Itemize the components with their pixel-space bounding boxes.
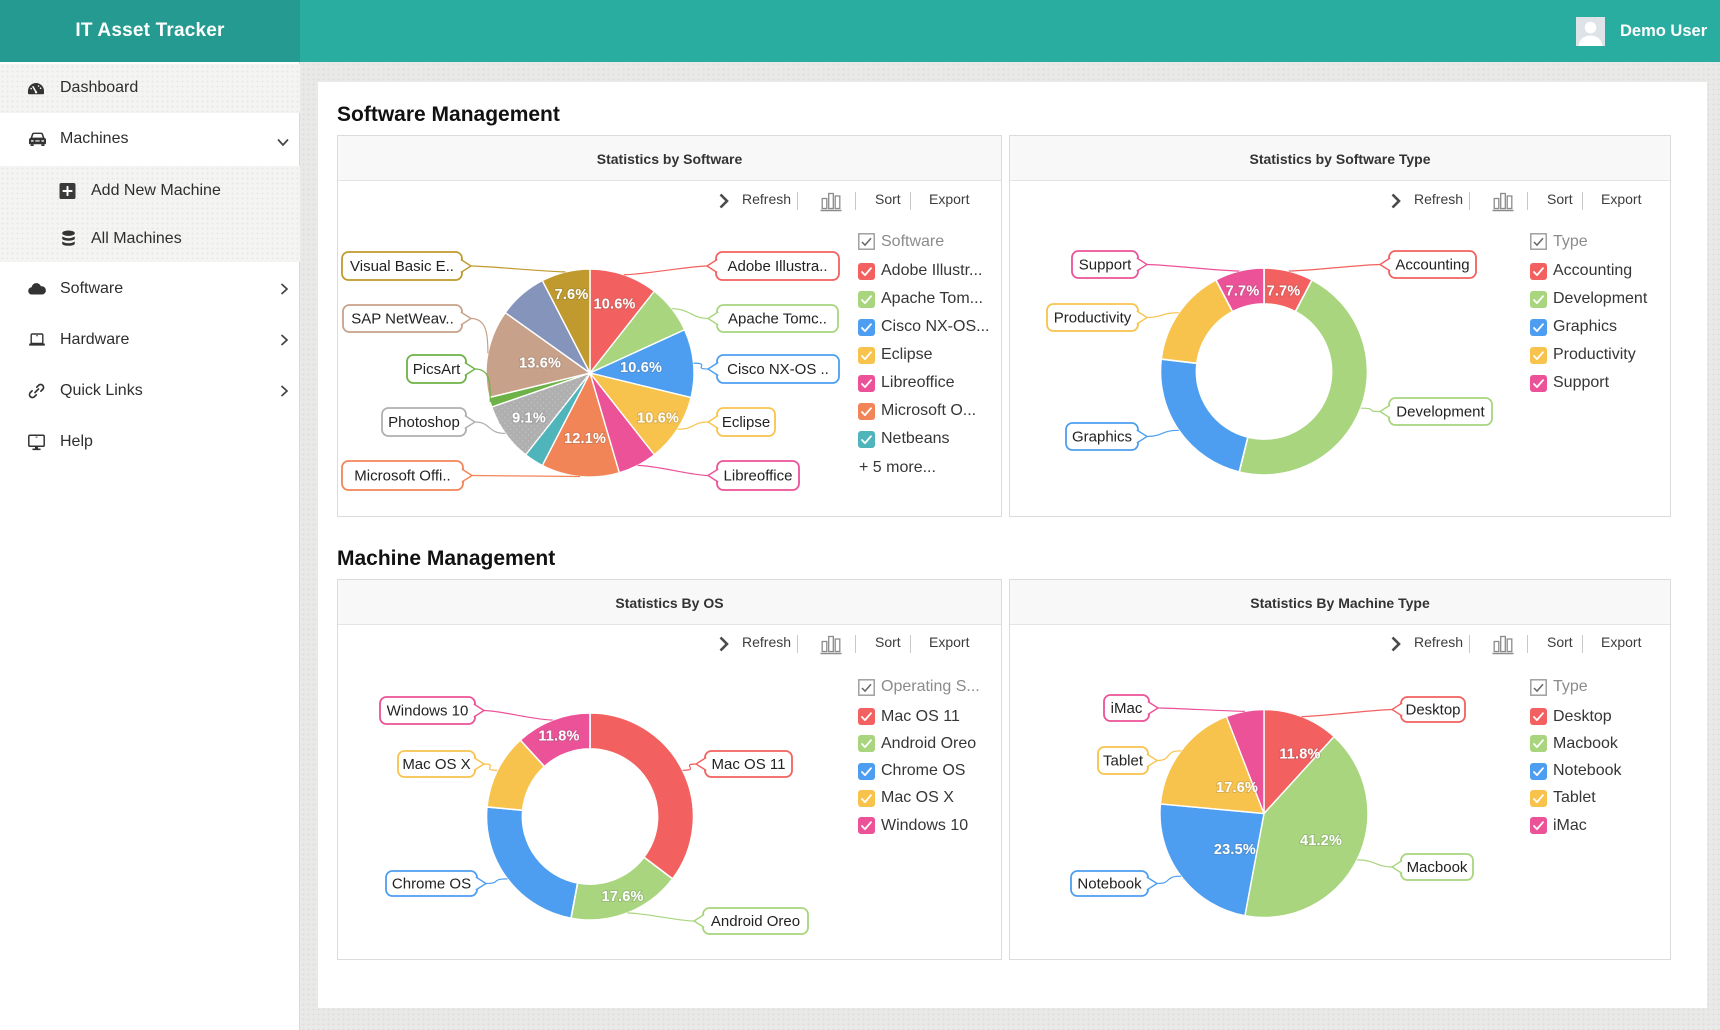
svg-text:Photoshop: Photoshop xyxy=(388,414,460,431)
svg-text:iMac: iMac xyxy=(1111,700,1143,717)
svg-text:Notebook: Notebook xyxy=(1077,876,1142,893)
svg-text:23.5%: 23.5% xyxy=(1214,842,1256,858)
svg-text:Development: Development xyxy=(1396,404,1485,421)
svg-text:17.6%: 17.6% xyxy=(601,889,643,905)
svg-text:13.6%: 13.6% xyxy=(519,356,561,372)
svg-text:Chrome OS: Chrome OS xyxy=(392,876,471,893)
svg-text:41.2%: 41.2% xyxy=(1300,833,1342,849)
svg-text:Cisco NX-OS ..: Cisco NX-OS .. xyxy=(727,361,829,378)
svg-text:Macbook: Macbook xyxy=(1407,859,1468,876)
svg-text:Visual Basic E..: Visual Basic E.. xyxy=(350,258,454,275)
svg-text:7.6%: 7.6% xyxy=(555,287,589,303)
svg-text:Graphics: Graphics xyxy=(1072,429,1132,446)
svg-text:Microsoft Offi..: Microsoft Offi.. xyxy=(354,468,450,485)
svg-text:17.6%: 17.6% xyxy=(1216,780,1258,796)
svg-text:10.6%: 10.6% xyxy=(620,360,662,376)
svg-text:Adobe Illustra..: Adobe Illustra.. xyxy=(727,258,827,275)
svg-text:SAP NetWeav..: SAP NetWeav.. xyxy=(351,311,454,328)
svg-text:PicsArt: PicsArt xyxy=(413,361,461,378)
svg-text:Tablet: Tablet xyxy=(1103,753,1144,770)
svg-text:11.8%: 11.8% xyxy=(538,729,579,745)
svg-text:Support: Support xyxy=(1079,257,1132,274)
svg-text:Accounting: Accounting xyxy=(1395,257,1469,274)
svg-text:Windows 10: Windows 10 xyxy=(387,703,469,720)
svg-text:Eclipse: Eclipse xyxy=(722,414,770,431)
svg-text:10.6%: 10.6% xyxy=(637,411,679,427)
svg-text:Mac OS 11: Mac OS 11 xyxy=(712,756,786,773)
svg-text:7.7%: 7.7% xyxy=(1226,284,1260,300)
svg-text:Productivity: Productivity xyxy=(1054,310,1132,327)
svg-text:Apache Tomc..: Apache Tomc.. xyxy=(728,311,827,328)
svg-text:Mac OS X: Mac OS X xyxy=(402,756,470,773)
svg-text:9.1%: 9.1% xyxy=(512,411,546,427)
svg-text:11.8%: 11.8% xyxy=(1279,747,1320,763)
svg-text:7.7%: 7.7% xyxy=(1267,284,1301,300)
svg-text:Desktop: Desktop xyxy=(1405,702,1460,719)
svg-text:Libreoffice: Libreoffice xyxy=(724,468,793,485)
svg-text:12.1%: 12.1% xyxy=(564,431,606,447)
svg-text:Android Oreo: Android Oreo xyxy=(711,913,800,930)
svg-text:10.6%: 10.6% xyxy=(594,297,636,313)
